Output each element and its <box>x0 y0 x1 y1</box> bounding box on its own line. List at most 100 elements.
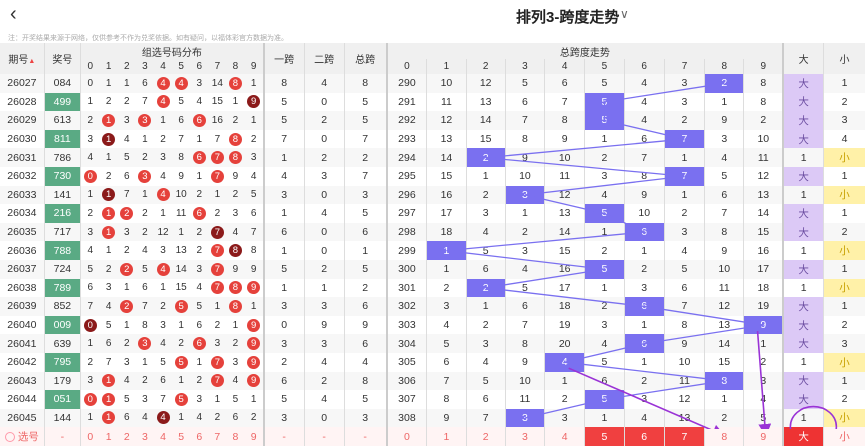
trend-cell: 4 <box>466 223 505 242</box>
dist-cell: 8 <box>226 130 244 149</box>
chevron-left-icon[interactable]: ‹ <box>10 4 17 24</box>
number-ball: 0 <box>84 170 97 183</box>
dist-cell: 3 <box>245 148 264 167</box>
select-dist-digit[interactable]: 2 <box>118 427 136 446</box>
total-span-cell: 2 <box>344 279 386 298</box>
trend-cell: 4 <box>585 334 624 353</box>
big-cell: 1 <box>783 186 823 205</box>
dist-cell: 2 <box>190 186 208 205</box>
trend-cell: 18 <box>545 297 585 316</box>
trend-cell: 12 <box>427 111 466 130</box>
select-trend-digit[interactable]: 5 <box>585 427 624 446</box>
dist-cell: 4 <box>154 260 172 279</box>
trend-cell: 17 <box>427 204 466 223</box>
select-trend-digit[interactable]: 3 <box>505 427 544 446</box>
trend-cell: 1 <box>585 223 624 242</box>
select-dist-digit[interactable]: 8 <box>226 427 244 446</box>
trend-digit-header: 5 <box>585 59 624 74</box>
dist-cell: 2 <box>245 130 264 149</box>
trend-cell: 10 <box>744 130 783 149</box>
trend-cell: 5 <box>585 74 624 93</box>
dist-cell: 7 <box>208 241 226 260</box>
select-trend-digit[interactable]: 1 <box>427 427 466 446</box>
radio-circle-icon[interactable] <box>5 432 15 442</box>
select-trend-digit[interactable]: 4 <box>545 427 585 446</box>
dist-cell: 5 <box>245 186 264 205</box>
select-trend-digit[interactable]: 8 <box>705 427 744 446</box>
dist-cell: 5 <box>190 297 208 316</box>
dist-cell: 4 <box>118 372 136 391</box>
dist-cell: 2 <box>226 334 244 353</box>
dist-cell: 7 <box>118 186 136 205</box>
dist-cell: 3 <box>118 111 136 130</box>
trend-cell: 2 <box>744 111 783 130</box>
select-dist-digit[interactable]: 4 <box>154 427 172 446</box>
select-dist-digit[interactable]: 0 <box>81 427 100 446</box>
dist-cell: 0 <box>81 316 100 335</box>
select-dist-digit[interactable]: 3 <box>136 427 154 446</box>
dist-cell: 6 <box>136 279 154 298</box>
trend-cell: 9 <box>427 409 466 428</box>
big-cell: 大 <box>783 93 823 112</box>
big-cell: 1 <box>783 241 823 260</box>
trend-cell: 13 <box>705 316 744 335</box>
dist-cell: 6 <box>81 279 100 298</box>
number-ball: 3 <box>138 337 151 350</box>
issue-cell: 26032 <box>0 167 44 186</box>
dist-digit-header: 8 <box>226 59 244 74</box>
dist-cell: 8 <box>226 279 244 298</box>
dist-cell: 3 <box>136 111 154 130</box>
select-small[interactable]: 小 <box>824 427 865 446</box>
dist-cell: 2 <box>81 353 100 372</box>
dist-cell: 9 <box>245 353 264 372</box>
select-dist-digit[interactable]: 7 <box>208 427 226 446</box>
dist-digit-header: 0 <box>81 59 100 74</box>
dist-cell: 1 <box>154 111 172 130</box>
dist-cell: 7 <box>208 372 226 391</box>
number-ball: 2 <box>120 263 133 276</box>
dist-digit-header: 6 <box>190 59 208 74</box>
trend-cell: 11 <box>705 279 744 298</box>
dist-cell: 3 <box>154 148 172 167</box>
trend-digit-header: 9 <box>744 59 783 74</box>
chevron-down-icon[interactable]: ∨ <box>620 7 629 21</box>
dist-cell: 9 <box>226 167 244 186</box>
trend-cell: 9 <box>705 111 744 130</box>
number-ball: 6 <box>193 114 206 127</box>
select-trend-digit[interactable]: 7 <box>664 427 704 446</box>
span2-cell: 0 <box>304 130 344 149</box>
select-big[interactable]: 大 <box>783 427 823 446</box>
select-dist-digit[interactable]: 9 <box>245 427 264 446</box>
trend-cell: 2 <box>585 297 624 316</box>
trend-cell: 10 <box>505 167 544 186</box>
span1-cell: 3 <box>264 186 304 205</box>
trend-cell: 14 <box>744 204 783 223</box>
trend-cell: 1 <box>624 353 664 372</box>
select-dist-digit[interactable]: 6 <box>190 427 208 446</box>
select-dist-digit[interactable]: 5 <box>172 427 190 446</box>
col-trend-group: 总跨度走势 <box>387 43 784 59</box>
dist-cell: 2 <box>208 204 226 223</box>
dist-cell: 2 <box>136 204 154 223</box>
select-trend-digit[interactable]: 9 <box>744 427 783 446</box>
total-span-cell: 6 <box>344 334 386 353</box>
select-dist-digit[interactable]: 1 <box>100 427 118 446</box>
trend-hit-cell: 5 <box>585 93 624 112</box>
trend-cell: 3 <box>505 241 544 260</box>
dist-cell: 1 <box>100 74 118 93</box>
select-total: - <box>344 427 386 446</box>
select-trend-digit[interactable]: 2 <box>466 427 505 446</box>
dist-cell: 1 <box>100 111 118 130</box>
trend-cell: 1 <box>585 409 624 428</box>
trend-cell: 8 <box>624 167 664 186</box>
trend-cell: 19 <box>744 297 783 316</box>
trend-cell: 6 <box>664 279 704 298</box>
dist-cell: 1 <box>118 316 136 335</box>
select-trend-digit[interactable]: 6 <box>624 427 664 446</box>
select-trend-digit[interactable]: 0 <box>387 427 427 446</box>
trend-hit-cell: 4 <box>545 353 585 372</box>
col-issue[interactable]: 期号▲ <box>0 43 44 74</box>
trend-cell: 4 <box>705 148 744 167</box>
